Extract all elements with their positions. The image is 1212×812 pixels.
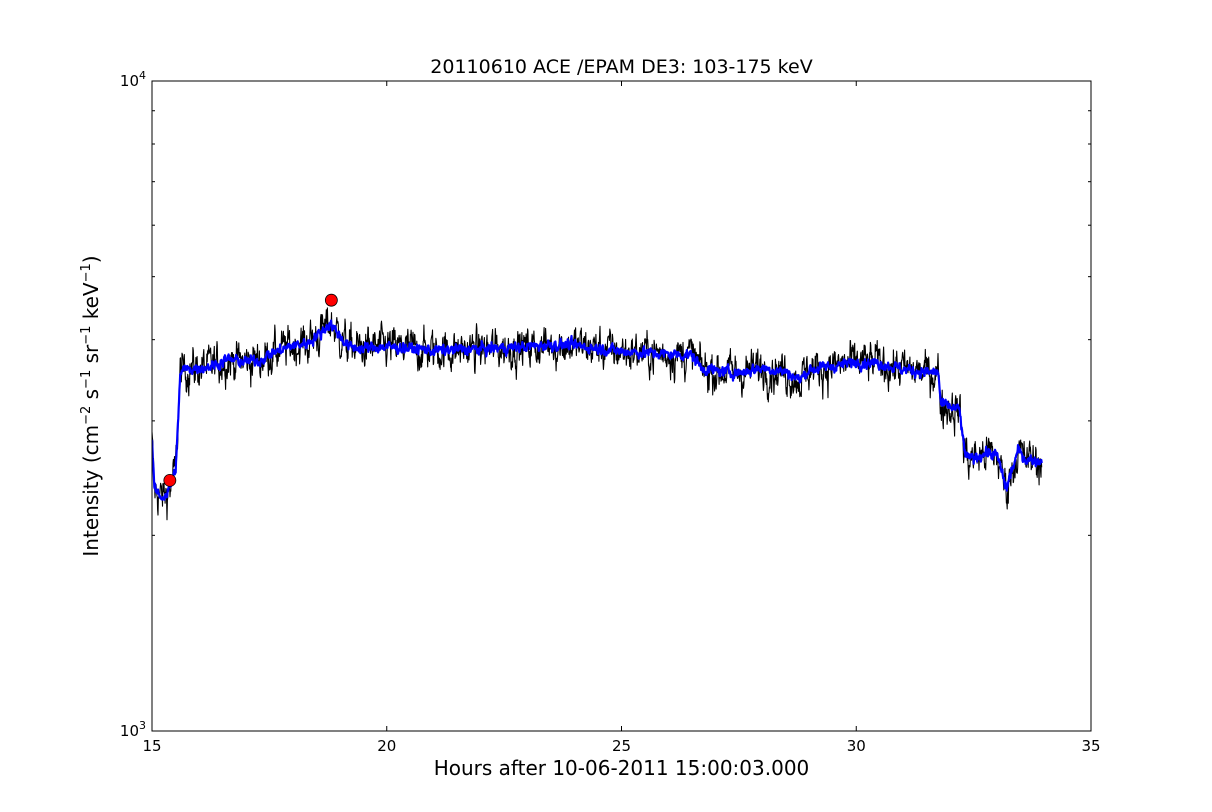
y-axis-label: Intensity (cm−2 s−1 sr−1 keV−1) (79, 255, 103, 556)
x-tick-label: 25 (612, 737, 631, 755)
x-tick-label: 20 (377, 737, 396, 755)
x-axis-label: Hours after 10-06-2011 15:00:03.000 (434, 756, 810, 780)
series-line-raw (152, 307, 1043, 521)
series-line-smoothed (152, 319, 1043, 501)
onset-marker (163, 473, 177, 487)
y-tick-label: 103 (120, 719, 146, 740)
x-tick-label: 35 (1081, 737, 1100, 755)
y-tick-label: 104 (120, 69, 146, 90)
tick-layer: 15 20 25 30 35 103 104 (120, 69, 1101, 755)
marker-layer (163, 293, 338, 487)
peak-marker (324, 293, 338, 307)
x-tick-label: 30 (847, 737, 866, 755)
x-tick-label: 15 (142, 737, 161, 755)
chart-title: 20110610 ACE /EPAM DE3: 103-175 keV (430, 56, 812, 78)
series-layer (152, 307, 1043, 521)
